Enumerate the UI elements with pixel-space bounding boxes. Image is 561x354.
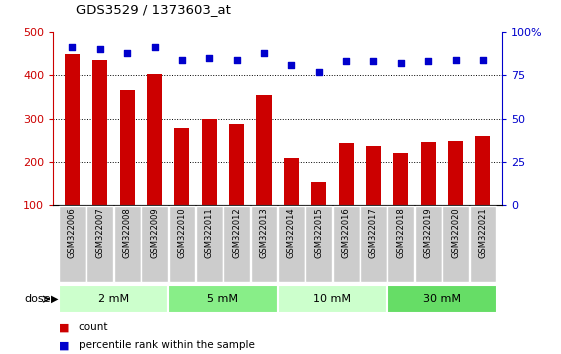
Bar [86, 206, 113, 282]
Bar [333, 206, 360, 282]
Point [260, 50, 269, 56]
Point [314, 69, 323, 75]
Bar [59, 206, 86, 282]
Bar [278, 206, 305, 282]
Text: GSM322012: GSM322012 [232, 208, 241, 258]
Text: GSM322011: GSM322011 [205, 208, 214, 258]
Point [150, 45, 159, 50]
Bar [475, 136, 490, 205]
Text: ■: ■ [59, 340, 70, 350]
Text: GSM322007: GSM322007 [95, 208, 104, 258]
Bar [223, 206, 250, 282]
Point [342, 58, 351, 64]
Text: 2 mM: 2 mM [98, 294, 129, 304]
Text: GSM322013: GSM322013 [260, 208, 269, 258]
Point [95, 46, 104, 52]
Bar [366, 146, 381, 205]
Point [424, 58, 433, 64]
Bar [65, 53, 80, 205]
Bar [421, 142, 436, 205]
Bar [114, 206, 141, 282]
Bar [59, 285, 168, 313]
Bar [168, 206, 195, 282]
Text: GSM322006: GSM322006 [68, 208, 77, 258]
Point [287, 62, 296, 68]
Bar [251, 206, 278, 282]
Bar [388, 206, 414, 282]
Point [369, 58, 378, 64]
Bar [147, 74, 162, 205]
Bar [339, 143, 353, 205]
Point [177, 57, 186, 62]
Bar [119, 90, 135, 205]
Bar [393, 153, 408, 205]
Text: GDS3529 / 1373603_at: GDS3529 / 1373603_at [76, 3, 231, 16]
Text: dose: dose [24, 294, 50, 304]
Text: GSM322008: GSM322008 [123, 208, 132, 258]
Text: GSM322021: GSM322021 [479, 208, 488, 258]
Bar [470, 206, 496, 282]
Bar [415, 206, 442, 282]
Text: GSM322017: GSM322017 [369, 208, 378, 258]
Bar [174, 128, 190, 205]
Bar [442, 206, 469, 282]
Bar [202, 119, 217, 205]
Bar [229, 124, 244, 205]
Text: 10 mM: 10 mM [314, 294, 351, 304]
Text: ▶: ▶ [50, 294, 58, 304]
Text: 30 mM: 30 mM [423, 294, 461, 304]
Text: GSM322010: GSM322010 [177, 208, 186, 258]
Text: ■: ■ [59, 322, 70, 332]
Bar [448, 141, 463, 205]
Bar [256, 95, 272, 205]
Point [479, 57, 488, 62]
Point [232, 57, 241, 62]
Bar [311, 182, 327, 205]
Text: GSM322018: GSM322018 [396, 208, 406, 258]
Point [123, 50, 132, 56]
Bar [168, 285, 278, 313]
Bar [278, 285, 387, 313]
Text: GSM322009: GSM322009 [150, 208, 159, 258]
Bar [93, 60, 107, 205]
Text: 5 mM: 5 mM [208, 294, 238, 304]
Bar [387, 285, 496, 313]
Text: GSM322020: GSM322020 [451, 208, 460, 258]
Text: GSM322016: GSM322016 [342, 208, 351, 258]
Point [451, 57, 460, 62]
Bar [305, 206, 332, 282]
Text: GSM322015: GSM322015 [314, 208, 323, 258]
Text: GSM322019: GSM322019 [424, 208, 433, 258]
Text: percentile rank within the sample: percentile rank within the sample [79, 340, 255, 350]
Point [397, 60, 406, 66]
Point [68, 45, 77, 50]
Bar [284, 158, 299, 205]
Bar [360, 206, 387, 282]
Bar [141, 206, 168, 282]
Point [205, 55, 214, 61]
Text: GSM322014: GSM322014 [287, 208, 296, 258]
Text: count: count [79, 322, 108, 332]
Bar [196, 206, 223, 282]
